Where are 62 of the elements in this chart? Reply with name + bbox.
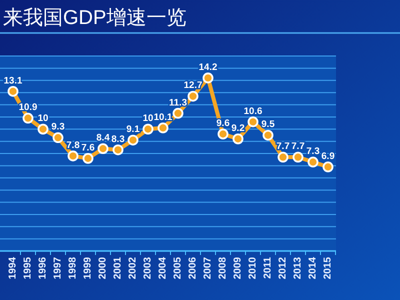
point [172, 108, 184, 119]
point [202, 72, 214, 84]
point [278, 152, 288, 163]
x-tick-label: 2015 [322, 256, 334, 280]
point [188, 90, 198, 102]
data-label: 9.5 [261, 119, 276, 130]
data-label: 10 [38, 113, 48, 124]
point [248, 116, 258, 128]
x-tick-label: 1996 [38, 256, 48, 280]
point [308, 156, 318, 168]
point [68, 150, 78, 162]
x-tick-label: 1997 [52, 256, 64, 280]
x-tick-label: 2010 [248, 256, 258, 280]
data-label: 7.8 [66, 140, 80, 151]
data-label: 9.2 [231, 122, 245, 134]
data-label: 14.2 [198, 62, 218, 73]
x-tick-label: 2011 [262, 256, 274, 279]
x-tick-label: 2007 [202, 256, 214, 280]
data-label: 7.6 [81, 142, 95, 154]
x-tick-label: 2005 [172, 256, 184, 280]
data-label: 10 [142, 113, 154, 124]
point [322, 162, 334, 172]
point [262, 130, 274, 141]
data-label: 13.1 [4, 75, 23, 86]
x-tick-label: 2006 [188, 256, 198, 280]
point [142, 124, 154, 135]
point [52, 132, 64, 144]
point [128, 134, 138, 146]
x-tick-label: 2008 [218, 256, 228, 280]
x-tick-label: 2014 [308, 256, 318, 280]
data-label: 7.3 [306, 146, 320, 158]
point [112, 144, 124, 156]
point [22, 112, 34, 124]
x-tick-label: 1994 [8, 256, 18, 280]
point [158, 122, 168, 134]
x-tick-label: 1995 [22, 256, 34, 280]
point [82, 152, 94, 164]
data-label: 10.6 [244, 106, 262, 117]
point [232, 133, 244, 144]
point [292, 152, 304, 163]
x-tick-label: 2001 [112, 256, 124, 280]
point [98, 143, 108, 154]
x-tick-label: 2012 [278, 256, 288, 280]
x-tick-label: 2003 [142, 256, 154, 280]
x-tick-label: 2004 [158, 256, 168, 280]
x-tick-label: 2000 [98, 256, 108, 280]
data-label: 6.9 [321, 150, 335, 162]
x-tick-label: 2009 [232, 256, 244, 280]
data-label: 8.3 [111, 134, 125, 145]
x-tick-label: 1999 [82, 256, 94, 280]
data-label: 8.4 [96, 132, 110, 144]
point [38, 124, 48, 135]
x-tick-label: 2013 [292, 256, 304, 280]
data-label: 9.3 [51, 122, 65, 133]
x-tick-label: 1998 [68, 256, 78, 280]
x-tick-label: 2002 [128, 256, 138, 280]
point [8, 86, 18, 97]
data-label: 7.7 [291, 141, 305, 152]
data-label: 9.1 [126, 124, 140, 136]
data-label: 10.1 [154, 112, 173, 123]
point [218, 128, 228, 140]
title: 来我国GDP增速一览 [3, 7, 186, 29]
